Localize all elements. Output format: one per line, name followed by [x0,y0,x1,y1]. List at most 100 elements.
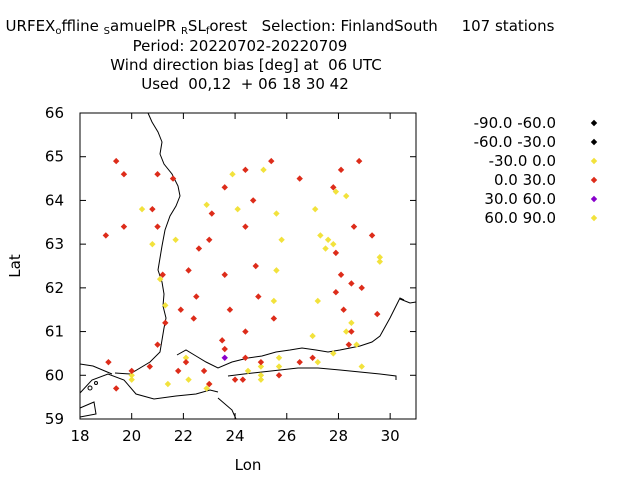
data-point [275,363,283,370]
plot-frame [79,112,417,420]
data-point [296,358,303,366]
data-point [221,345,228,353]
data-point [257,358,265,366]
data-point [154,171,161,178]
y-tick-label: 66 [45,104,64,122]
data-point [260,166,267,174]
data-point [340,306,347,313]
data-point [355,157,363,165]
data-point [376,254,384,261]
legend-label: -30.0 0.0 [489,152,556,170]
axes: 18 20 22 24 26 28 30 59 60 61 62 63 64 65 66 Lon Lat [6,104,416,474]
data-point [112,157,120,165]
data-point [312,205,319,213]
data-point [268,157,275,165]
data-point [255,293,262,300]
legend-marker [590,119,598,127]
data-point [368,232,376,239]
data-point [221,271,228,278]
x-tick-label: 20 [122,427,141,445]
data-point [182,358,190,366]
data-point [128,372,135,379]
legend-label: 0.0 30.0 [494,171,556,189]
data-point [206,380,213,388]
data-point [149,205,156,213]
y-tick-label: 61 [45,323,64,341]
data-point [348,280,355,287]
legend-label: 60.0 90.0 [484,209,556,227]
data-point [221,184,228,191]
data-point [226,306,234,313]
data-point [270,297,278,305]
data-point [273,210,280,217]
x-tick-label: 24 [226,427,245,445]
data-point [242,166,249,174]
legend-marker [590,138,598,146]
legend-label: -60.0 -30.0 [474,133,556,151]
x-tick-label: 26 [277,427,296,445]
variable-label: Wind direction bias [deg] at 06 UTC [110,56,382,74]
data-point [185,376,192,383]
data-point [112,385,120,392]
data-point [175,367,182,375]
data-point [257,363,265,370]
data-point [242,328,249,335]
data-point [156,275,164,283]
data-point [128,376,135,383]
data-point [190,315,197,322]
data-point [252,262,259,270]
legend-marker [590,157,598,165]
data-point [358,363,365,370]
data-point [154,223,161,230]
data-point [105,358,112,366]
data-point [159,271,166,278]
data-point [162,302,169,309]
data-point [337,166,345,174]
station-count: 107 stations [461,17,555,35]
data-point [244,367,252,375]
data-point [322,245,329,252]
data-point [146,363,153,370]
data-point [332,289,340,296]
data-point [374,310,381,318]
data-point [234,205,241,213]
legend-marker [590,195,598,203]
period-label: Period: 20220702-20220709 [132,37,348,55]
y-tick-label: 63 [45,235,64,253]
data-point [348,328,355,335]
data-point [332,249,340,257]
data-point [221,354,228,361]
data-point [314,358,321,366]
data-point [257,372,265,379]
data-point [162,319,169,327]
data-point [270,315,278,322]
data-point [154,341,161,348]
x-tick-label: 28 [329,427,348,445]
y-tick-label: 59 [45,410,64,428]
data-point [332,188,340,195]
data-point [309,332,316,340]
data-point [273,267,280,274]
data-point [309,354,316,361]
data-point [314,297,321,305]
data-point [296,175,303,182]
data-point [239,376,247,383]
legend-label: 30.0 60.0 [484,190,556,208]
x-tick-label: 30 [381,427,400,445]
coastline-map [79,112,417,420]
data-point [257,376,265,383]
y-tick-label: 60 [45,366,64,384]
data-point [169,175,177,182]
data-point [376,258,384,265]
x-tick-label: 22 [174,427,193,445]
data-point [278,236,285,243]
data-point [242,354,249,361]
data-point [200,367,208,375]
x-tick-label: 18 [70,427,89,445]
data-point [138,205,146,213]
used-label: Used 00,12 + 06 18 30 42 [141,75,349,93]
x-axis-label: Lon [235,456,262,474]
data-point [330,184,337,191]
data-point [358,284,365,292]
